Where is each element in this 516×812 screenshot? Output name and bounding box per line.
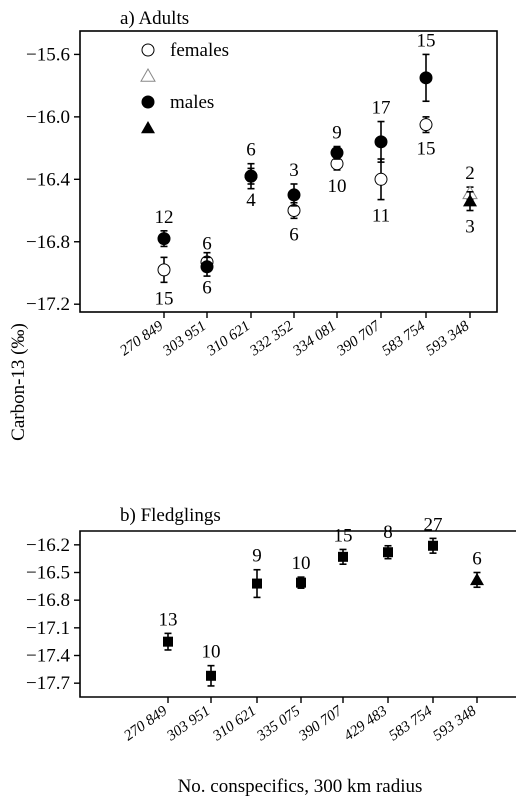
- x-tick-label: 390 707: [295, 702, 346, 745]
- y-tick-label: −17.7: [26, 673, 70, 694]
- sample-size-label: 15: [417, 30, 436, 51]
- y-tick-label: −17.4: [26, 646, 70, 667]
- data-point-open-circle: [419, 118, 433, 132]
- data-point-filled-circle: [330, 146, 344, 160]
- sample-size-label: 17: [372, 98, 391, 119]
- panel-title: a) Adults: [120, 8, 189, 29]
- data-point-filled-square: [296, 577, 306, 588]
- data-point-filled-circle: [157, 232, 171, 246]
- x-tick-label: 270 849: [121, 703, 171, 744]
- data-point-filled-circle: [244, 169, 258, 183]
- sample-size-label: 9: [332, 123, 342, 144]
- panel-fledglings: b) Fledglings −16.2 −16.5 −16.8 −17.1 −17.4 −1…: [26, 505, 516, 745]
- sample-size-label: 4: [246, 190, 256, 211]
- y-tick-label: −16.4: [26, 169, 70, 190]
- data-point-filled-circle: [200, 260, 214, 274]
- sample-size-label: 15: [417, 138, 436, 159]
- data-point-open-triangle: [140, 67, 156, 82]
- data-point-filled-circle: [287, 188, 301, 202]
- x-tick-label: 429 483: [341, 703, 390, 744]
- y-tick-label: −16.5: [26, 563, 70, 584]
- sample-size-label: 6: [246, 140, 256, 161]
- y-tick-label: −16.8: [26, 590, 70, 611]
- data-point-filled-circle: [419, 71, 433, 85]
- x-tick-label: 593 348: [423, 318, 473, 359]
- x-tick-label: 310 621: [209, 703, 259, 745]
- x-tick-label: 335 075: [253, 703, 303, 745]
- x-axis-title: No. conspecifics, 300 km radius: [178, 776, 423, 797]
- data-point-filled-triangle: [463, 194, 477, 207]
- x-tick-label: 583 754: [386, 703, 436, 744]
- sample-size-label: 13: [159, 609, 178, 630]
- sample-size-label: 27: [424, 514, 443, 535]
- sample-size-label: 2: [465, 163, 475, 184]
- sample-size-label: 3: [465, 217, 475, 238]
- y-tick-label: −15.6: [26, 44, 70, 65]
- data-point-filled-triangle: [470, 572, 484, 586]
- data-point-filled-square: [252, 578, 262, 589]
- data-point-open-circle: [141, 43, 155, 57]
- sample-size-label: 8: [383, 522, 393, 543]
- x-tick-label: 303 951: [163, 703, 213, 745]
- sample-size-label: 15: [155, 288, 174, 309]
- y-tick-label: −16.2: [26, 535, 70, 556]
- data-point-open-circle: [157, 263, 171, 277]
- y-tick-label: −16.0: [26, 107, 70, 128]
- sample-size-label: 11: [372, 206, 390, 227]
- data-point-filled-square: [428, 540, 438, 551]
- x-tick-label: 334 081: [289, 318, 339, 360]
- panel-title: b) Fledglings: [120, 505, 221, 526]
- sample-size-label: 10: [202, 642, 221, 663]
- data-point-filled-square: [383, 547, 393, 558]
- data-point-filled-square: [338, 551, 348, 562]
- x-tick-label: 583 754: [379, 318, 429, 359]
- sample-size-label: 15: [334, 525, 353, 546]
- sample-size-label: 6: [202, 233, 212, 254]
- x-tick-label: 332 352: [246, 318, 296, 360]
- plot-frame: [79, 30, 498, 313]
- y-tick-label: −16.8: [26, 232, 70, 253]
- sample-size-label: 12: [155, 207, 174, 228]
- sample-size-label: 10: [292, 553, 311, 574]
- data-point-filled-square: [163, 636, 173, 647]
- y-axis-title: Carbon-13 (‰): [8, 323, 29, 441]
- data-point-filled-square: [206, 670, 216, 681]
- x-tick-label: 303 951: [159, 318, 209, 360]
- legend: females males: [140, 40, 229, 134]
- legend-label: females: [170, 40, 229, 61]
- x-tick-label: 593 348: [430, 703, 480, 744]
- panel-adults: a) Adults −15.6 −16.0 −16.4 −16.8 −17.2 270 84…: [26, 8, 498, 360]
- y-tick-label: −17.2: [26, 294, 70, 315]
- x-tick-label: 390 707: [333, 317, 384, 360]
- sample-size-label: 10: [328, 176, 347, 197]
- sample-size-label: 6: [289, 224, 299, 245]
- legend-label: males: [170, 92, 214, 113]
- data-point-filled-circle: [374, 135, 388, 149]
- data-point-filled-circle: [141, 95, 155, 109]
- sample-size-label: 3: [289, 160, 299, 181]
- x-tick-label: 270 849: [117, 318, 167, 359]
- y-tick-label: −17.1: [26, 618, 70, 639]
- data-point-filled-triangle: [141, 121, 155, 134]
- sample-size-label: 6: [202, 277, 212, 298]
- x-tick-label: 310 621: [203, 318, 253, 360]
- data-point-open-circle: [374, 172, 388, 186]
- sample-size-label: 6: [472, 549, 482, 570]
- plot-frame: [79, 530, 516, 698]
- sample-size-label: 9: [252, 546, 262, 567]
